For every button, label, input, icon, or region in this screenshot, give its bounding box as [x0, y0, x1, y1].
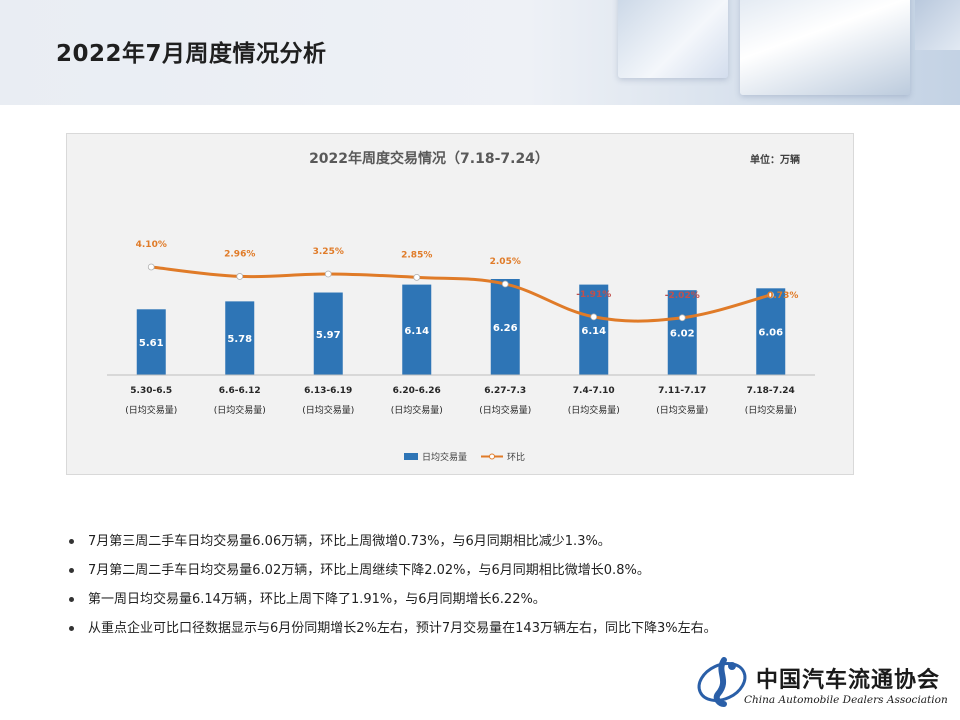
legend-label-line: 环比	[507, 451, 525, 463]
bar	[225, 301, 255, 375]
association-logo: 中国汽车流通协会 China Automobile Dealers Associ…	[694, 650, 956, 716]
legend-swatch-bar	[404, 453, 418, 460]
bullet-icon	[69, 597, 74, 602]
page-title: 2022年7月周度情况分析	[56, 41, 327, 67]
legend-label-bar: 日均交易量	[422, 451, 467, 463]
mom-point	[147, 263, 155, 271]
unit-label: 单位：万辆	[750, 153, 800, 166]
mom-point	[767, 291, 775, 299]
x-tick-label: 5.30-6.5	[130, 386, 172, 396]
bullet-icon	[69, 568, 74, 573]
bullet-icon	[69, 626, 74, 631]
header-band	[0, 0, 960, 105]
x-tick-label: 7.4-7.10	[573, 386, 615, 396]
x-tick-sublabel: (日均交易量)	[214, 404, 266, 416]
mom-point	[413, 273, 421, 281]
x-tick-sublabel: (日均交易量)	[479, 404, 531, 416]
mom-value-label: 0.73%	[767, 291, 798, 301]
decorative-cube	[618, 0, 728, 78]
cada-emblem-icon	[697, 657, 747, 707]
bar	[490, 279, 520, 375]
x-tick-sublabel: (日均交易量)	[302, 404, 354, 416]
mom-value-label: 3.25%	[313, 247, 344, 257]
bar	[402, 284, 432, 375]
legend-swatch-marker	[489, 453, 495, 460]
mom-value-label: -2.02%	[665, 291, 700, 301]
note-item: 7月第二周二手车日均交易量6.02万辆，环比上周继续下降2.02%，与6月同期相…	[66, 556, 926, 585]
mom-value-label: 2.96%	[224, 249, 255, 259]
chart-title: 2022年周度交易情况（7.18-7.24）	[309, 150, 549, 167]
x-tick-sublabel: (日均交易量)	[125, 404, 177, 416]
mom-point	[501, 280, 509, 288]
x-tick-label: 6.6-6.12	[219, 386, 261, 396]
mom-value-label: 2.05%	[490, 257, 521, 267]
x-tick-sublabel: (日均交易量)	[391, 404, 443, 416]
note-text: 7月第三周二手车日均交易量6.06万辆，环比上周微增0.73%，与6月同期相比减…	[88, 534, 611, 549]
x-tick-sublabel: (日均交易量)	[568, 404, 620, 416]
mom-point	[324, 270, 332, 278]
mom-value-label: -1.91%	[576, 290, 611, 300]
x-tick-label: 6.13-6.19	[304, 386, 352, 396]
x-tick-label: 6.20-6.26	[393, 386, 441, 396]
bar	[579, 284, 609, 375]
association-name-en: China Automobile Dealers Association	[744, 694, 948, 706]
weekly-trading-chart: 2022年周度交易情况（7.18-7.24） 单位：万辆 5.61 5.78 5.9…	[107, 150, 815, 463]
mom-point	[678, 314, 686, 322]
x-tick-sublabel: (日均交易量)	[656, 404, 708, 416]
bar-value-label: 6.26	[493, 323, 518, 334]
note-item: 7月第三周二手车日均交易量6.06万辆，环比上周微增0.73%，与6月同期相比减…	[66, 527, 926, 556]
bar	[136, 309, 166, 375]
x-tick-label: 7.18-7.24	[747, 386, 795, 396]
bar-value-label: 6.14	[404, 326, 429, 337]
bar	[667, 290, 697, 375]
x-tick-label: 7.11-7.17	[658, 386, 706, 396]
chart-panel: 2022年周度交易情况（7.18-7.24） 单位：万辆 5.61 5.78 5.9…	[66, 133, 854, 475]
x-tick-label: 6.27-7.3	[484, 386, 526, 396]
x-tick-sublabel: (日均交易量)	[745, 404, 797, 416]
bullet-icon	[69, 539, 74, 544]
mom-value-label: 2.85%	[401, 250, 432, 260]
mom-point	[590, 313, 598, 321]
bar-value-label: 6.14	[581, 326, 606, 337]
note-text: 7月第二周二手车日均交易量6.02万辆，环比上周继续下降2.02%，与6月同期相…	[88, 563, 650, 578]
bar	[756, 288, 786, 375]
bar-value-label: 6.06	[758, 328, 783, 339]
decorative-cube	[915, 0, 960, 50]
mom-point	[236, 273, 244, 280]
bar-value-label: 5.61	[139, 338, 164, 349]
bar-value-label: 5.97	[316, 330, 341, 341]
note-text: 从重点企业可比口径数据显示与6月份同期增长2%左右，预计7月交易量在143万辆左…	[88, 621, 717, 636]
note-item: 从重点企业可比口径数据显示与6月份同期增长2%左右，预计7月交易量在143万辆左…	[66, 614, 926, 643]
bar-value-label: 6.02	[670, 329, 695, 340]
note-item: 第一周日均交易量6.14万辆，环比上周下降了1.91%，与6月同期增长6.22%…	[66, 585, 926, 614]
bar	[313, 292, 343, 375]
decorative-cube	[740, 0, 910, 95]
mom-value-label: 4.10%	[136, 240, 167, 250]
association-name: 中国汽车流通协会	[756, 667, 941, 693]
analysis-notes: 7月第三周二手车日均交易量6.06万辆，环比上周微增0.73%，与6月同期相比减…	[66, 527, 926, 643]
note-text: 第一周日均交易量6.14万辆，环比上周下降了1.91%，与6月同期增长6.22%…	[88, 592, 546, 607]
mom-series-line	[149, 265, 773, 323]
bar-value-label: 5.78	[227, 334, 252, 345]
